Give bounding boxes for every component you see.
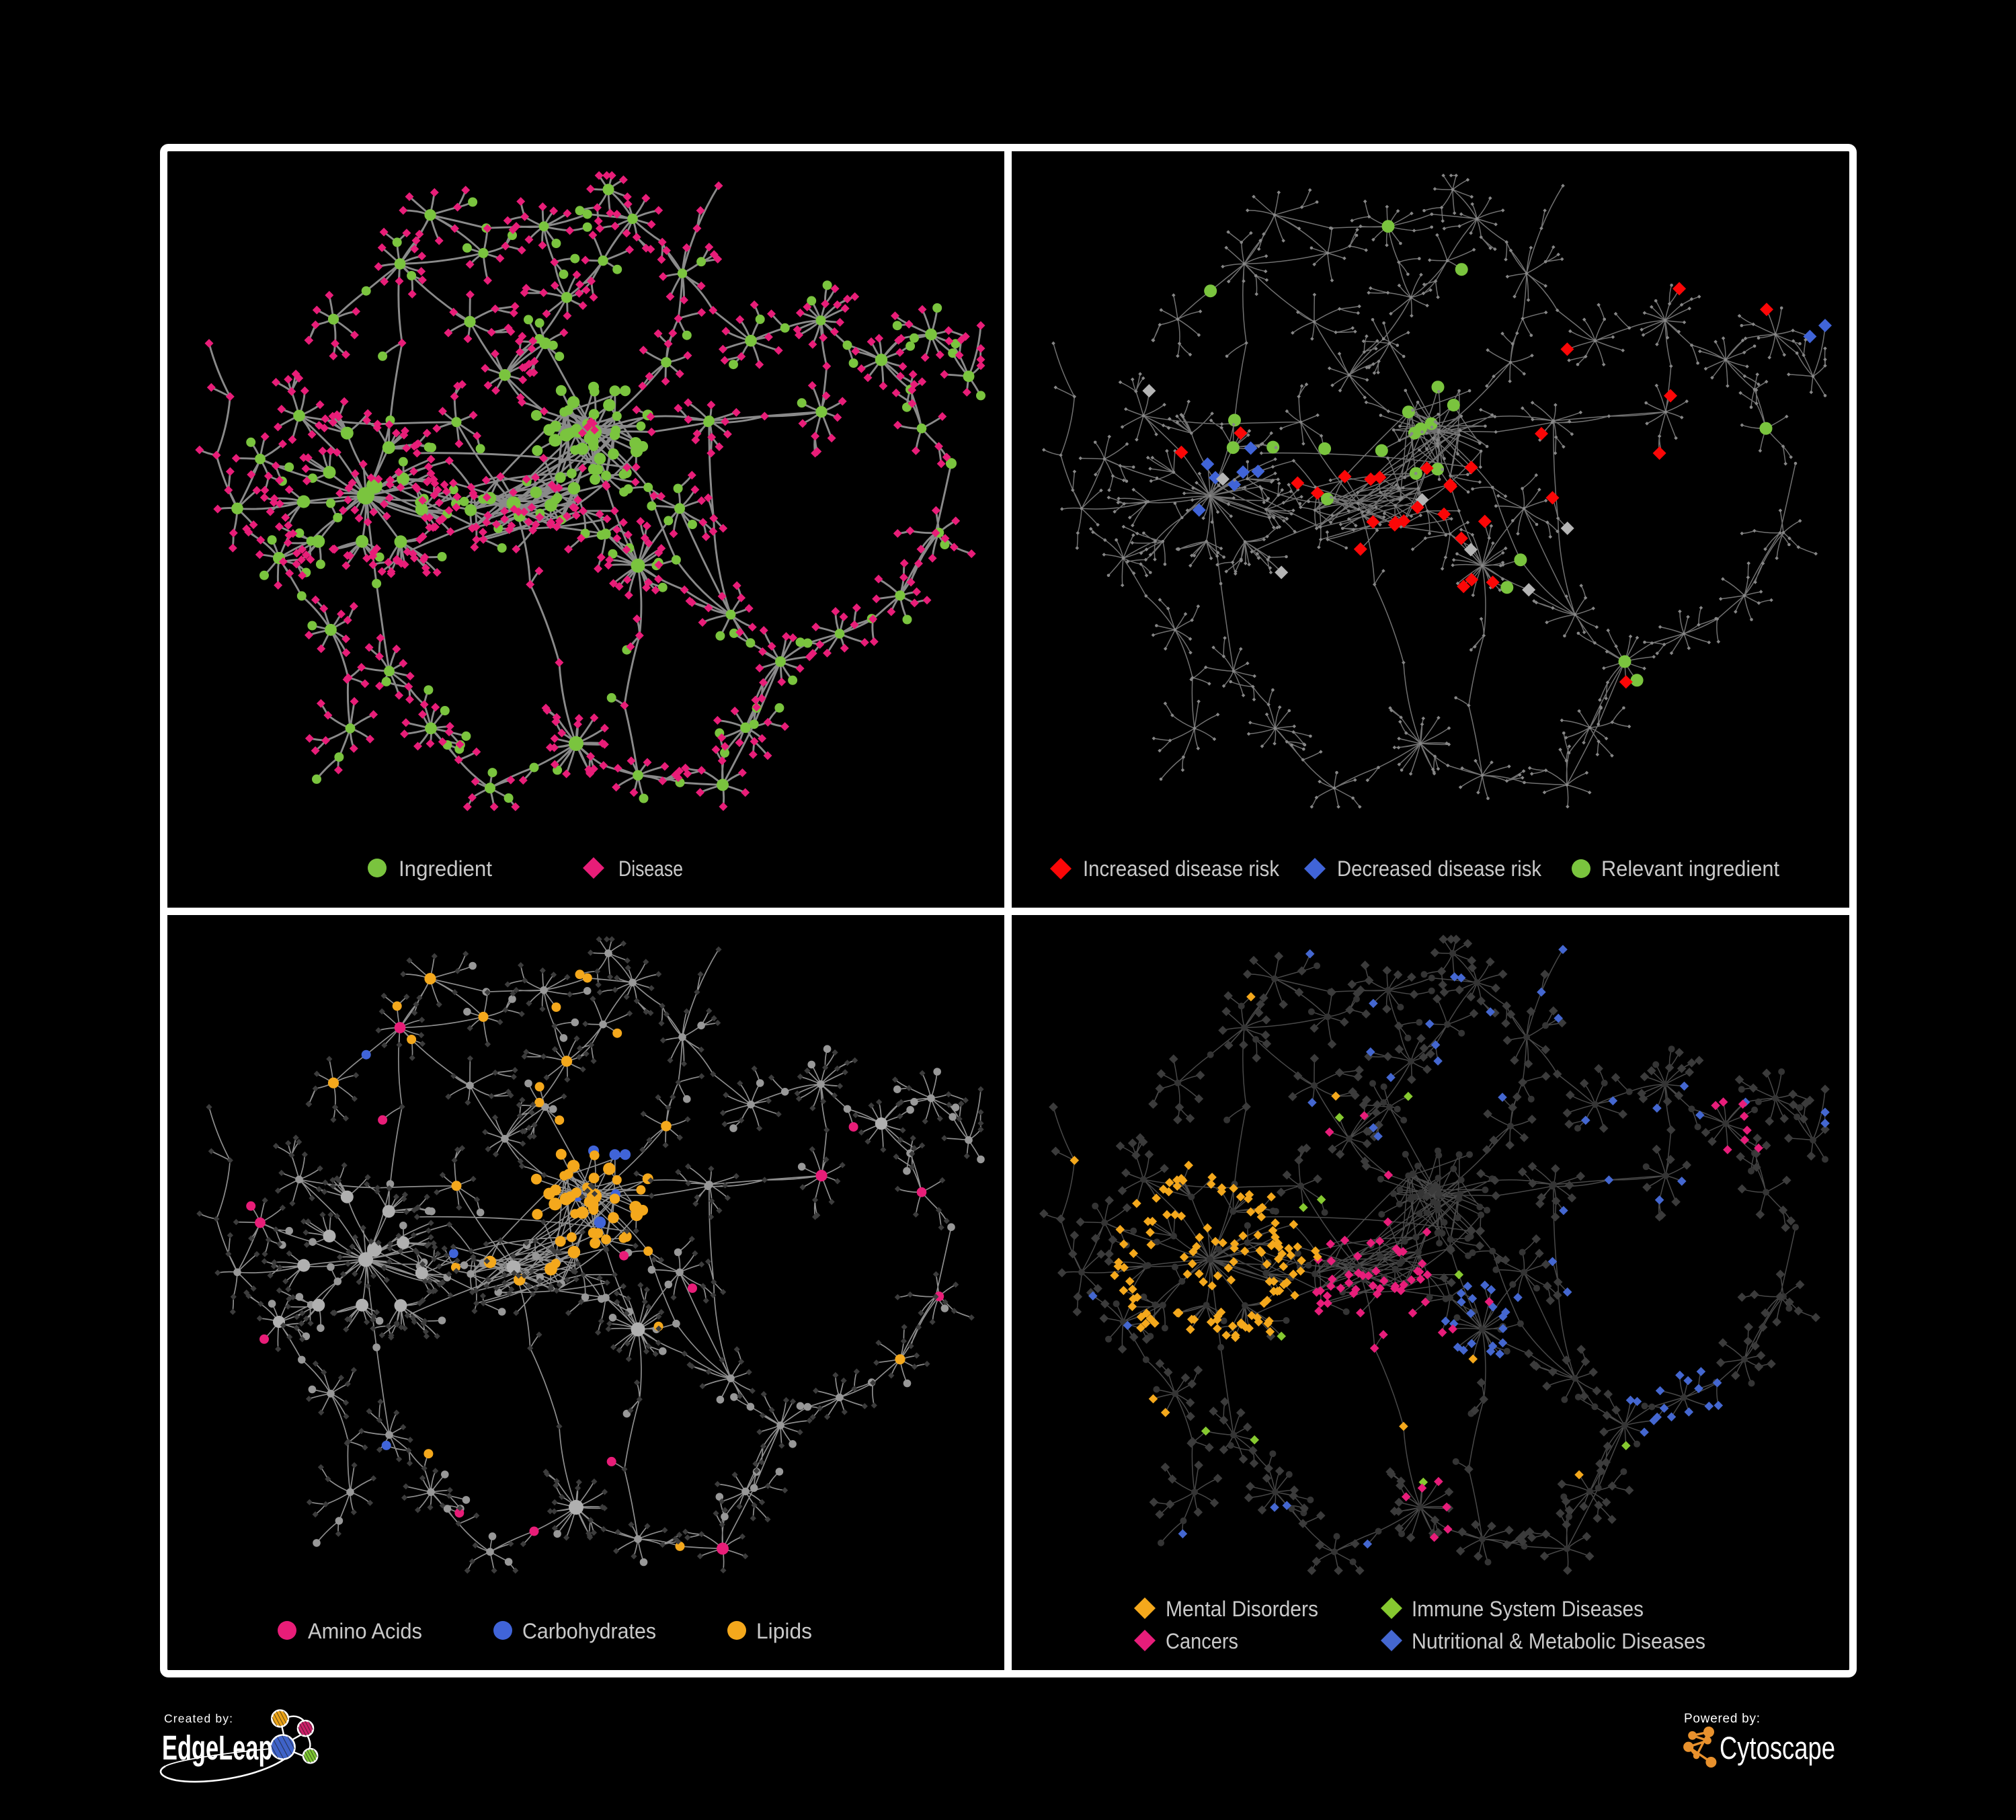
svg-text:Carbohydrates: Carbohydrates	[522, 1619, 656, 1643]
svg-text:Nutritional & Metabolic Diseas: Nutritional & Metabolic Diseases	[1412, 1629, 1705, 1653]
svg-text:Powered by:: Powered by:	[1684, 1712, 1760, 1726]
svg-text:Cancers: Cancers	[1166, 1629, 1238, 1653]
svg-text:Amino Acids: Amino Acids	[308, 1619, 422, 1643]
svg-text:Increased disease risk: Increased disease risk	[1083, 857, 1280, 881]
svg-text:Decreased disease risk: Decreased disease risk	[1337, 857, 1542, 881]
svg-text:Cytoscape: Cytoscape	[1720, 1730, 1835, 1766]
svg-text:Disease: Disease	[618, 857, 683, 881]
svg-text:Mental Disorders: Mental Disorders	[1166, 1597, 1318, 1621]
svg-text:Relevant ingredient: Relevant ingredient	[1601, 857, 1779, 881]
svg-text:Created by:: Created by:	[164, 1712, 233, 1725]
svg-text:Ingredient: Ingredient	[399, 857, 492, 881]
svg-text:Lipids: Lipids	[756, 1619, 812, 1643]
svg-text:Immune System Diseases: Immune System Diseases	[1412, 1597, 1644, 1621]
